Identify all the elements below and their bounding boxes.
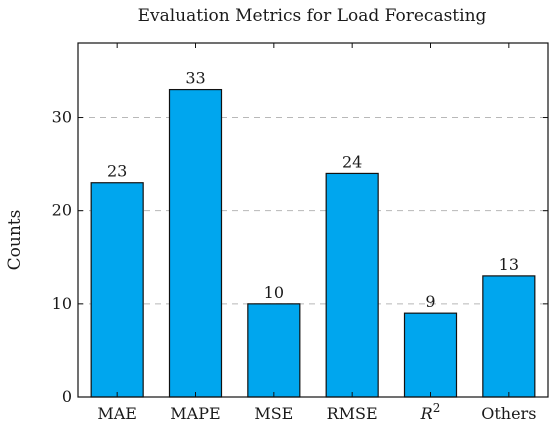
gridlines xyxy=(78,117,548,305)
data-label: 13 xyxy=(499,255,519,274)
x-tick-label: MAE xyxy=(97,404,137,423)
data-label: 24 xyxy=(342,152,362,171)
bar-r2 xyxy=(403,312,458,398)
x-tick-label: Others xyxy=(481,404,536,423)
x-tick-label: RMSE xyxy=(327,404,378,423)
y-axis-label: Counts xyxy=(5,210,25,271)
bar-rmse xyxy=(325,172,379,398)
bar-others xyxy=(482,275,536,398)
data-label: 10 xyxy=(264,283,284,302)
y-tick-label: 20 xyxy=(52,201,72,220)
x-tick-label: MAPE xyxy=(170,404,220,423)
x-tick-label: R2 xyxy=(420,401,441,423)
axes xyxy=(77,42,549,398)
bar-mape xyxy=(168,88,223,398)
y-tick-label: 30 xyxy=(52,108,72,127)
data-label: 33 xyxy=(185,69,205,88)
chart-title: Evaluation Metrics for Load Forecasting xyxy=(138,6,487,26)
y-tick-label: 10 xyxy=(52,294,72,313)
bars xyxy=(90,88,536,398)
bar-mse xyxy=(247,303,301,398)
x-tick-label: MSE xyxy=(254,404,293,423)
bar-mae xyxy=(90,182,144,398)
plot-frame xyxy=(77,42,549,398)
data-label: 23 xyxy=(107,162,127,181)
labels: 23 MAE 33 MAPE 10 MSE 24 RMSE 9 R2 13 Others 0 10 20 30 xyxy=(52,69,537,423)
y-tick-label: 0 xyxy=(62,387,72,406)
data-label: 9 xyxy=(425,292,435,311)
